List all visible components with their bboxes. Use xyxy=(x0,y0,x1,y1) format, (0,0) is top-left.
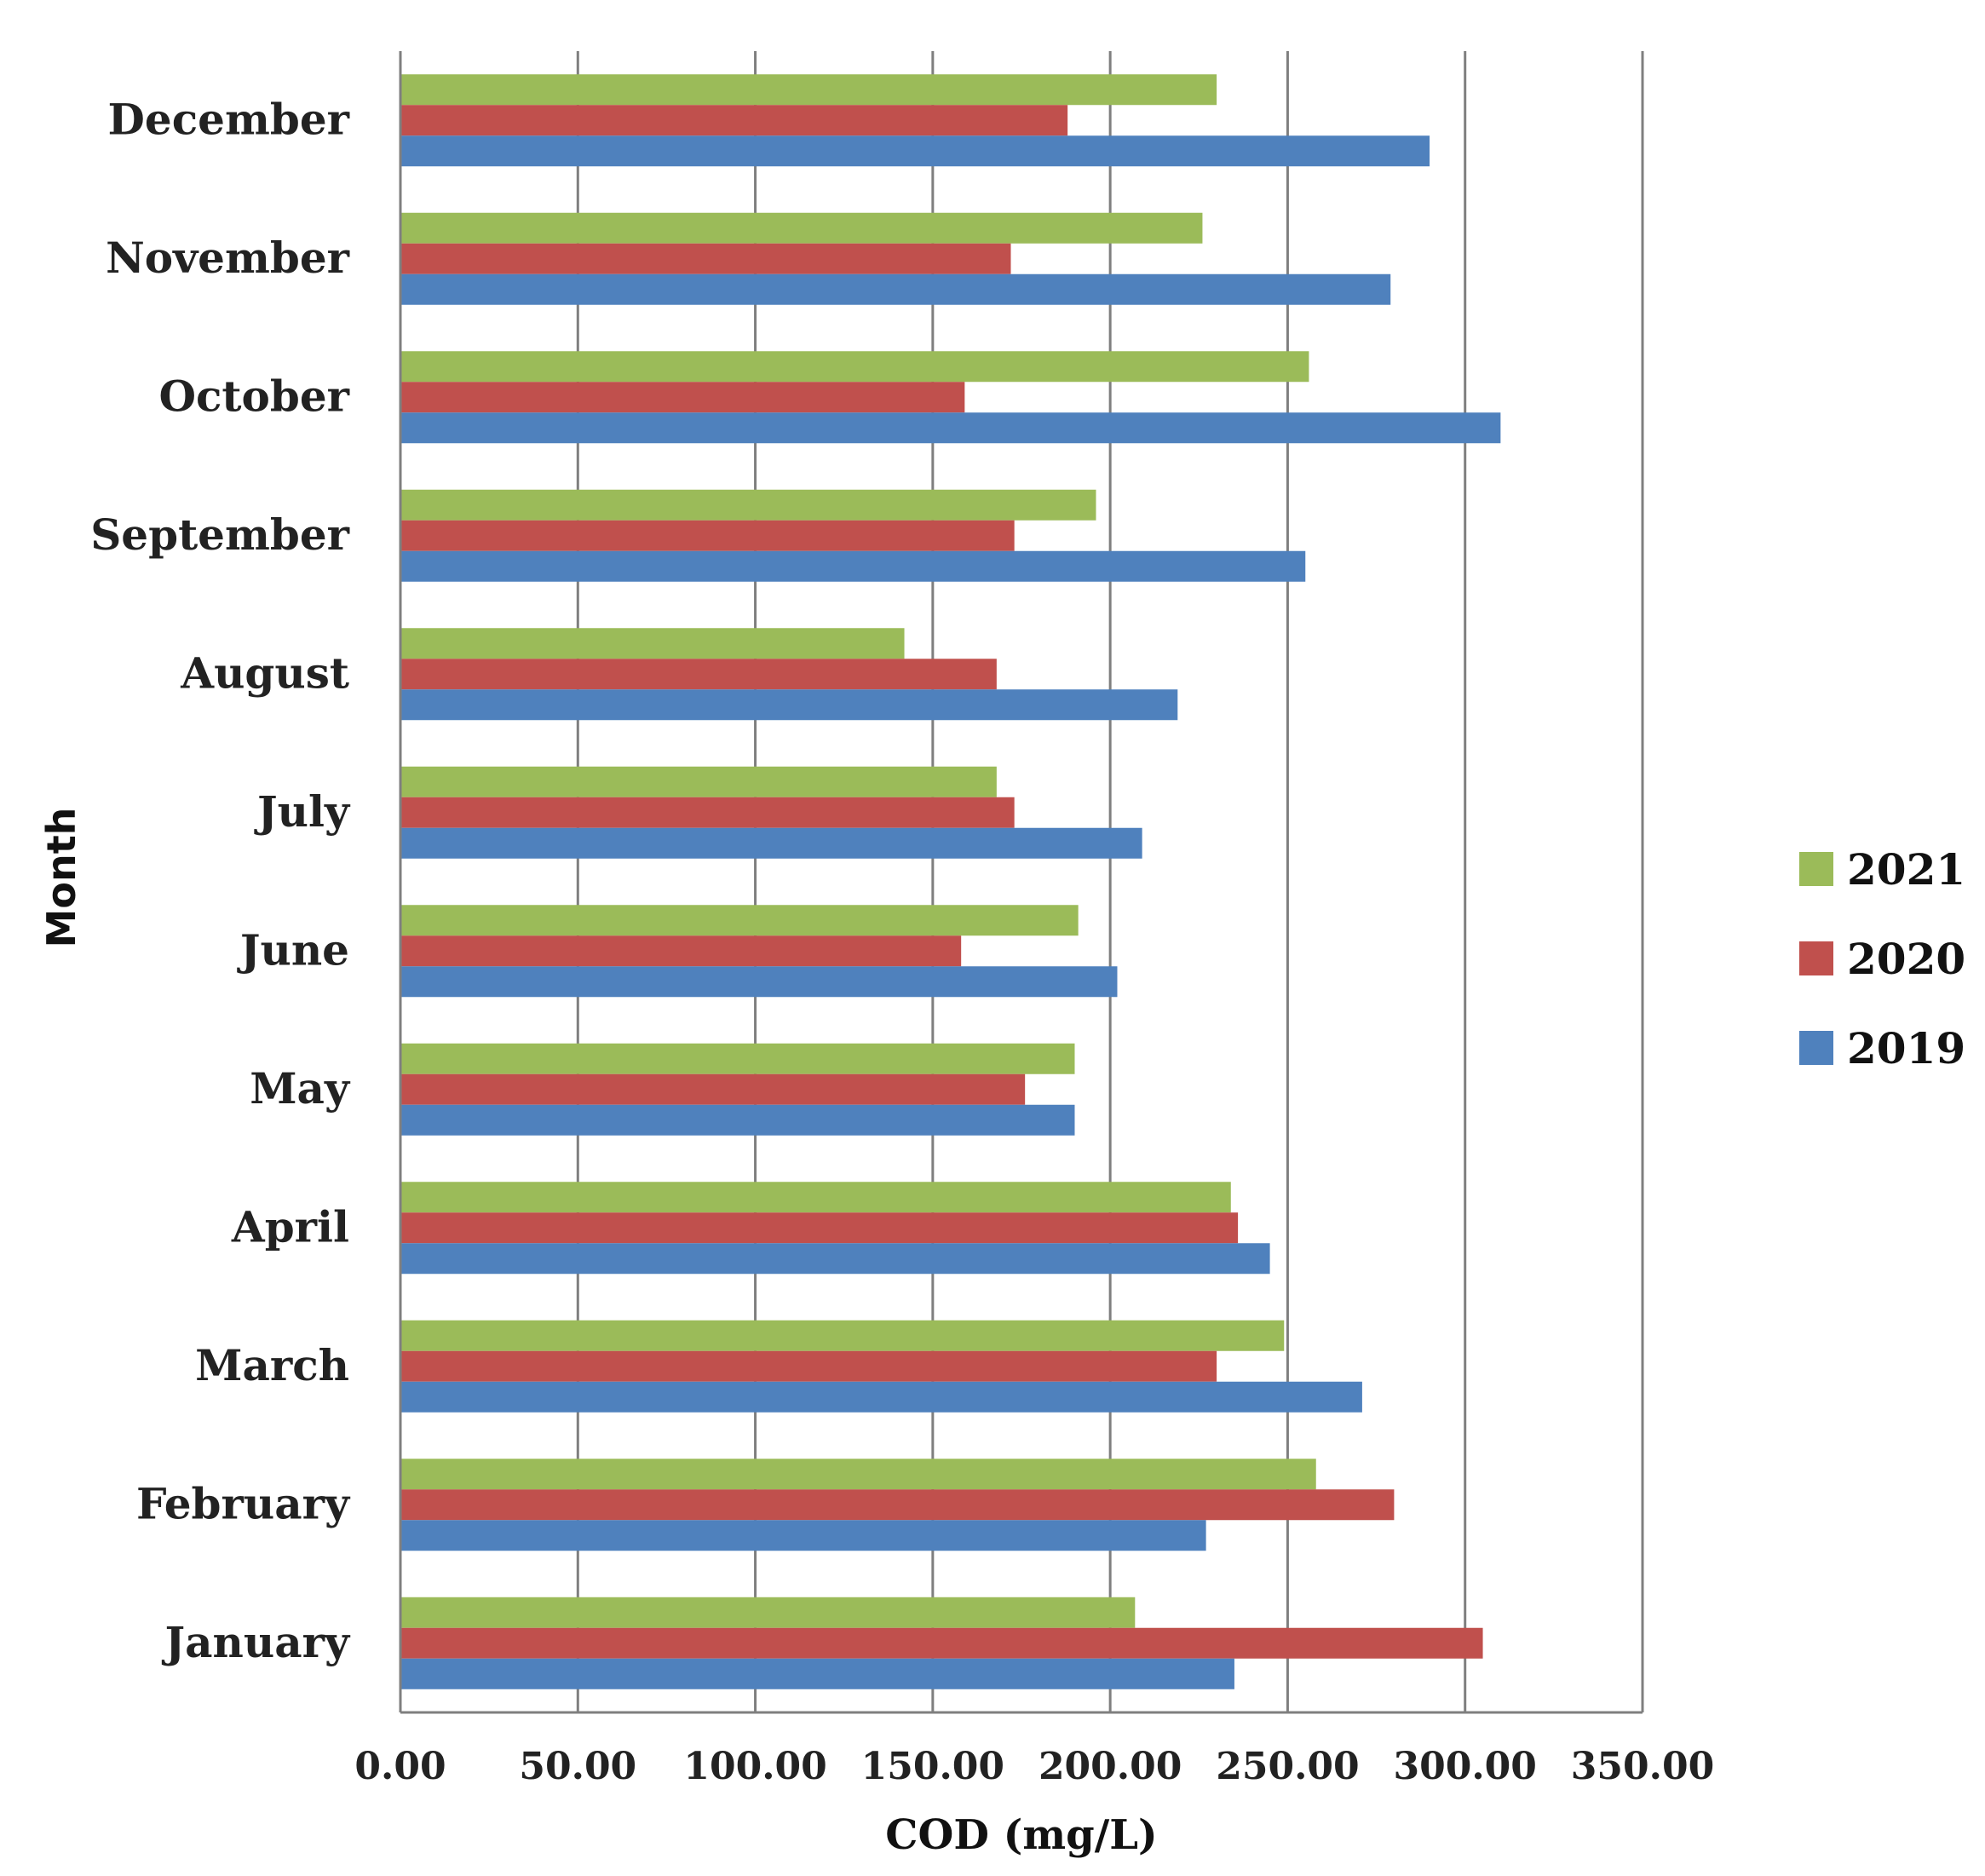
bar-march-2020 xyxy=(400,1350,1217,1382)
bar-may-2019 xyxy=(400,1104,1075,1136)
x-tick-label: 300.00 xyxy=(1394,1745,1537,1788)
bar-march-2021 xyxy=(400,1320,1285,1351)
bar-october-2019 xyxy=(400,412,1501,444)
y-tick-label: July xyxy=(254,786,351,837)
y-tick-labels: January February March April May June July Augu… xyxy=(90,94,351,1667)
bar-june-2020 xyxy=(400,935,962,967)
y-tick-label: March xyxy=(195,1340,349,1390)
y-axis-title: Month xyxy=(38,808,84,948)
x-tick-label: 100.00 xyxy=(683,1745,826,1788)
bar-april-2020 xyxy=(400,1212,1239,1244)
y-tick-label: December xyxy=(108,94,350,144)
y-tick-label: April xyxy=(231,1201,349,1252)
bar-april-2019 xyxy=(400,1243,1270,1275)
bar-september-2020 xyxy=(400,520,1015,551)
x-tick-labels: 0.00 50.00 100.00 150.00 200.00 250.00 300.00 3… xyxy=(354,1745,1714,1788)
y-tick-label: January xyxy=(161,1617,351,1667)
y-tick-label: October xyxy=(158,371,349,421)
legend-label-2020: 2020 xyxy=(1847,934,1965,984)
bar-may-2020 xyxy=(400,1073,1026,1105)
bar-august-2019 xyxy=(400,689,1178,721)
bars xyxy=(400,74,1501,1689)
bar-november-2020 xyxy=(400,243,1011,274)
bar-october-2020 xyxy=(400,382,965,413)
bar-august-2021 xyxy=(400,628,905,659)
bar-july-2021 xyxy=(400,766,997,797)
bar-february-2019 xyxy=(400,1520,1206,1551)
bar-september-2021 xyxy=(400,489,1096,521)
legend: 2021 2020 2019 xyxy=(1799,844,1965,1073)
bar-december-2020 xyxy=(400,105,1068,136)
bar-january-2019 xyxy=(400,1658,1234,1689)
x-tick-label: 350.00 xyxy=(1571,1745,1714,1788)
bar-august-2020 xyxy=(400,659,997,690)
x-tick-label: 0.00 xyxy=(354,1745,446,1788)
legend-swatch-2020 xyxy=(1799,941,1833,975)
bar-november-2021 xyxy=(400,212,1203,244)
bar-december-2019 xyxy=(400,135,1430,167)
gridlines xyxy=(576,51,1644,1712)
y-tick-label: August xyxy=(180,647,349,698)
legend-swatch-2021 xyxy=(1799,852,1833,886)
bar-march-2019 xyxy=(400,1381,1362,1413)
bar-january-2020 xyxy=(400,1627,1483,1659)
legend-label-2019: 2019 xyxy=(1847,1023,1965,1073)
y-tick-label: September xyxy=(90,509,349,560)
bar-february-2021 xyxy=(400,1459,1316,1490)
x-axis-title: COD (mg/L) xyxy=(885,1811,1157,1859)
bar-december-2021 xyxy=(400,74,1217,106)
x-tick-label: 200.00 xyxy=(1039,1745,1182,1788)
bar-july-2019 xyxy=(400,827,1142,859)
y-tick-label: November xyxy=(106,233,350,283)
x-tick-label: 250.00 xyxy=(1216,1745,1359,1788)
bar-september-2019 xyxy=(400,550,1306,582)
y-tick-label: February xyxy=(136,1478,351,1528)
y-tick-label: May xyxy=(250,1063,351,1114)
legend-swatch-2019 xyxy=(1799,1031,1833,1065)
x-tick-label: 50.00 xyxy=(519,1745,636,1788)
bar-january-2021 xyxy=(400,1597,1136,1628)
y-tick-label: June xyxy=(237,924,349,975)
bar-july-2020 xyxy=(400,797,1015,828)
bar-may-2021 xyxy=(400,1043,1075,1074)
bar-february-2020 xyxy=(400,1489,1395,1521)
bar-june-2019 xyxy=(400,966,1118,998)
axes xyxy=(399,51,1643,1714)
bar-april-2021 xyxy=(400,1182,1231,1213)
x-tick-label: 150.00 xyxy=(861,1745,1004,1788)
bar-october-2021 xyxy=(400,351,1309,383)
bar-june-2021 xyxy=(400,905,1079,936)
legend-label-2021: 2021 xyxy=(1847,844,1965,895)
bar-november-2019 xyxy=(400,273,1391,305)
